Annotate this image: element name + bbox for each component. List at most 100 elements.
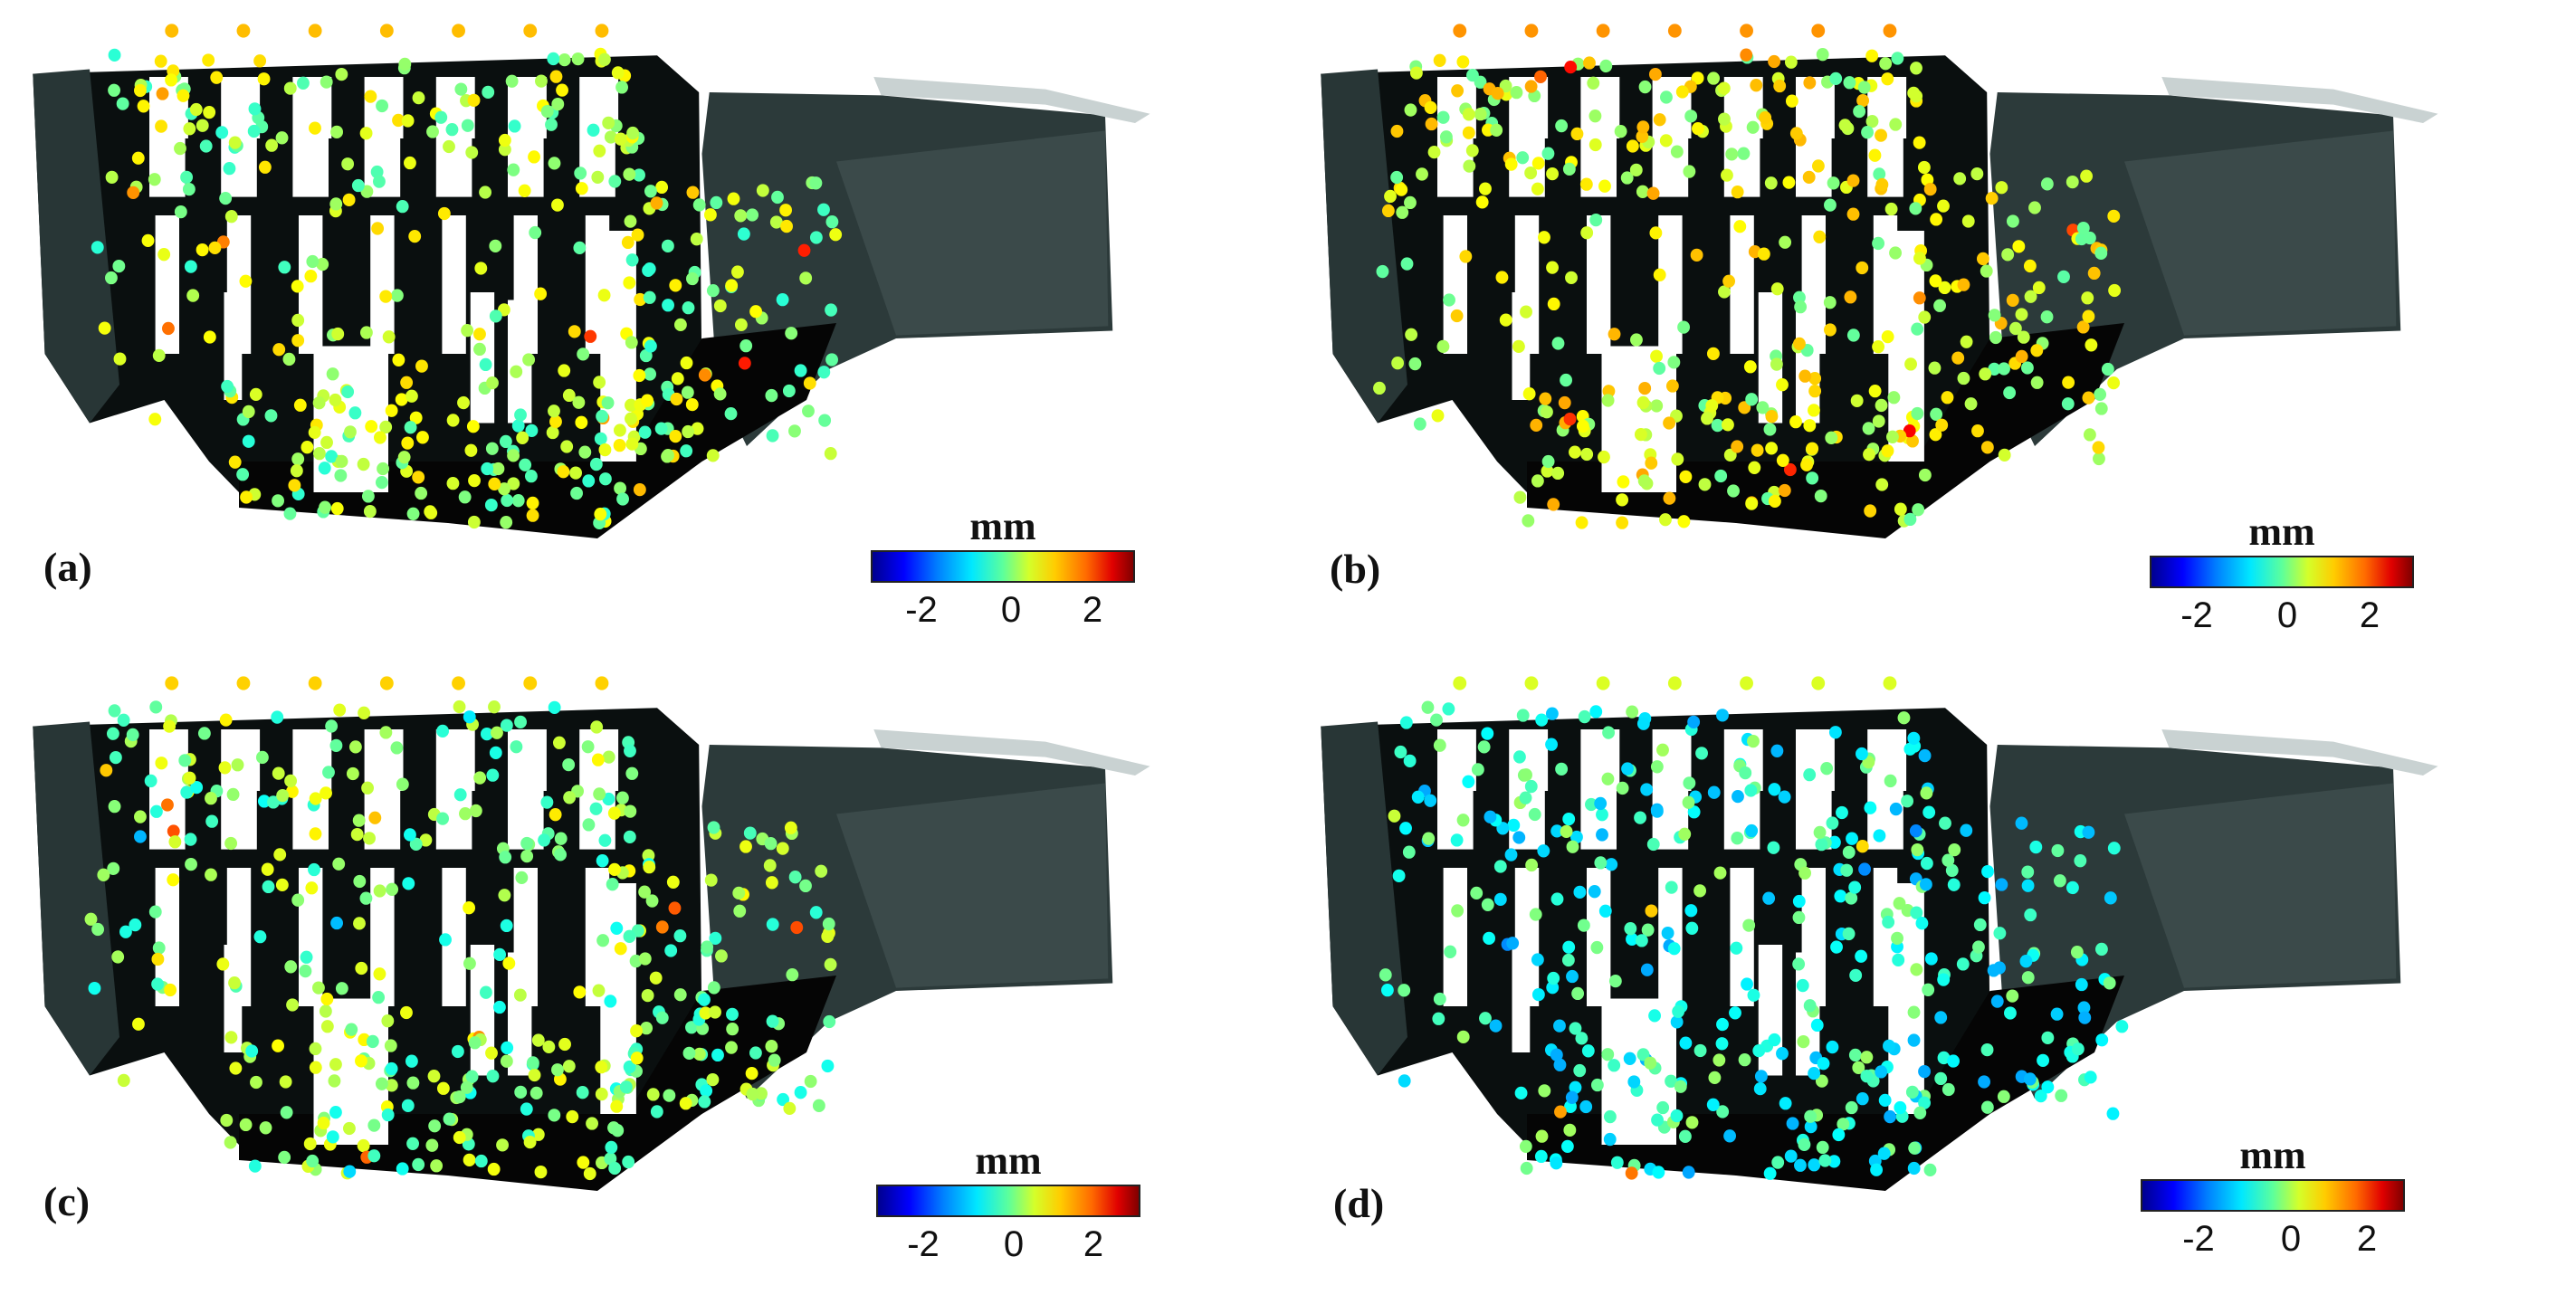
error-point (601, 396, 615, 410)
error-point (1937, 199, 1950, 213)
error-point (1663, 416, 1676, 430)
error-point (105, 170, 119, 184)
error-point (1740, 24, 1753, 38)
error-point (216, 957, 230, 971)
panel-label: (d) (1333, 1180, 1385, 1226)
error-point (638, 885, 652, 899)
error-point (1531, 157, 1545, 170)
point-cloud-scene (1321, 24, 2438, 538)
error-point (1917, 160, 1931, 175)
error-point (1998, 448, 2011, 462)
error-point (2107, 376, 2121, 390)
error-point (141, 233, 155, 248)
error-point (610, 921, 624, 935)
error-point (100, 764, 113, 777)
panel-a: (a) mm -2 0 2 (0, 0, 1288, 652)
colorbar-tick: 0 (2276, 595, 2298, 635)
error-point (127, 186, 140, 199)
error-point (1961, 214, 1975, 228)
error-points (1379, 676, 2129, 1180)
roof-railing (2161, 77, 2438, 123)
error-point (331, 327, 345, 341)
error-point (1937, 973, 1951, 986)
error-point (482, 85, 495, 99)
error-point (1771, 1156, 1785, 1169)
error-point (303, 1137, 317, 1151)
error-point (1629, 163, 1643, 176)
facade-side (33, 69, 119, 424)
error-point (540, 795, 554, 809)
error-point (412, 1157, 425, 1172)
error-point (1792, 910, 1806, 925)
error-point (608, 862, 621, 877)
error-point (326, 1130, 339, 1144)
error-point (148, 413, 162, 426)
error-point (1596, 676, 1610, 690)
error-point (2041, 1080, 2055, 1094)
error-point (1872, 414, 1885, 428)
error-point (401, 436, 415, 450)
error-point (1912, 503, 1925, 517)
error-point (1879, 57, 1893, 71)
error-point (1589, 213, 1603, 227)
error-point (1598, 904, 1612, 918)
error-point (582, 474, 596, 488)
error-point (2006, 989, 2019, 1003)
error-point (313, 447, 326, 461)
error-point (151, 952, 165, 966)
panel-label: (c) (43, 1178, 91, 1224)
error-point (1756, 401, 1770, 414)
error-point (823, 1014, 836, 1029)
error-point (1778, 483, 1791, 498)
error-point (288, 479, 301, 492)
error-point (1942, 853, 1955, 867)
scene-content (33, 676, 1150, 1191)
error-point (452, 24, 465, 38)
error-point (375, 475, 388, 490)
error-point (769, 215, 783, 229)
error-point (1716, 1105, 1730, 1118)
error-point (1504, 157, 1518, 171)
error-point (1553, 1019, 1566, 1033)
error-point (1659, 134, 1673, 148)
error-point (1723, 1129, 1736, 1143)
error-point (817, 366, 831, 379)
error-point (1814, 489, 1827, 503)
error-point (463, 710, 476, 724)
error-point (1481, 727, 1494, 740)
error-point (1875, 478, 1889, 491)
error-point (1973, 918, 1987, 932)
error-point (428, 1119, 442, 1133)
error-point (638, 952, 652, 966)
error-point (1903, 512, 1917, 527)
error-point (308, 24, 322, 38)
error-point (596, 854, 609, 868)
error-point (1887, 391, 1901, 405)
error-point (293, 398, 307, 412)
window-opening (1587, 215, 1611, 354)
error-point (680, 444, 693, 458)
error-point (630, 1024, 643, 1038)
error-point (1868, 148, 1882, 162)
error-point (1745, 823, 1759, 838)
error-point (522, 353, 536, 366)
error-point (598, 472, 612, 486)
error-point (1947, 878, 1961, 891)
error-point (184, 833, 197, 846)
error-point (1601, 772, 1615, 785)
error-point (1679, 1036, 1693, 1050)
error-point (1884, 1109, 1897, 1124)
error-point (501, 493, 514, 508)
error-point (1849, 968, 1863, 982)
error-point (1981, 864, 1994, 879)
error-point (1462, 126, 1475, 139)
error-point (1621, 762, 1634, 776)
error-point (525, 424, 539, 437)
error-point (701, 940, 714, 954)
error-point (309, 827, 322, 841)
error-point (633, 368, 646, 383)
error-point (1881, 444, 1894, 458)
error-point (1580, 226, 1594, 240)
error-point (446, 414, 460, 427)
error-point (379, 726, 393, 739)
